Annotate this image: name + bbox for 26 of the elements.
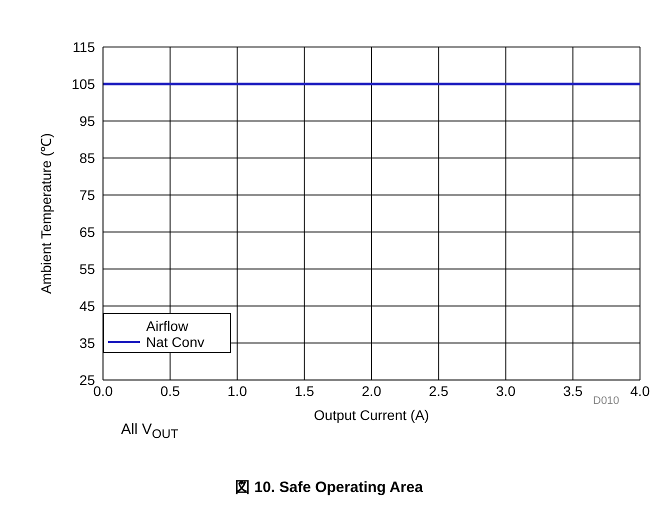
x-tick-label: 0.5 xyxy=(160,382,180,399)
y-tick-label: 95 xyxy=(79,112,96,129)
y-tick-label: 105 xyxy=(72,76,96,92)
text: All V$_{OUT}$ xyxy=(121,421,178,441)
y-tick-label: 65 xyxy=(79,224,96,240)
x-tick-label: 1.0 xyxy=(228,382,248,399)
x-tick-label: 0.0 xyxy=(93,382,113,399)
legend-label: Nat Conv xyxy=(146,334,204,350)
x-tick-label: 2.0 xyxy=(362,382,382,399)
y-tick-label: 115 xyxy=(72,38,96,55)
x-tick-label: 2.5 xyxy=(428,382,449,399)
text: D010 xyxy=(593,395,620,407)
x-axis-title: Output Current (A) xyxy=(314,407,430,423)
x-tick-label: 1.5 xyxy=(294,382,314,399)
y-axis-title: Ambient Temperature (℃) xyxy=(38,133,54,294)
y-tick-label: 75 xyxy=(79,186,96,203)
y-tick-label: 55 xyxy=(79,260,96,277)
y-tick-label: 25 xyxy=(79,372,96,388)
y-tick-label: 35 xyxy=(79,334,96,351)
text: 図 10. Safe Operating Area xyxy=(234,478,424,497)
x-tick-label: 3.0 xyxy=(496,382,516,399)
legend-title: Airflow xyxy=(145,318,190,334)
x-tick-label: 3.5 xyxy=(563,382,583,399)
y-tick-label: 85 xyxy=(79,150,96,166)
x-tick-label: 4.0 xyxy=(630,382,650,399)
y-tick-label: 45 xyxy=(79,298,96,314)
